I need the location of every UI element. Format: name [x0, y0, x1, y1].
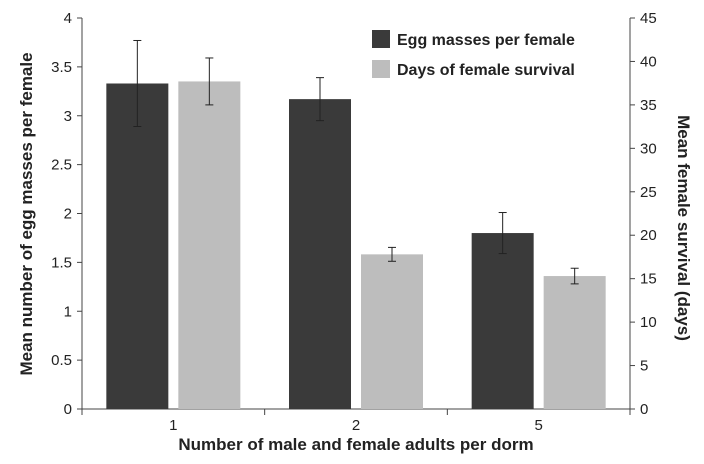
x-tick-label: 5 — [534, 417, 542, 434]
right-tick-label: 30 — [640, 140, 657, 157]
right-tick-label: 45 — [640, 10, 657, 27]
egg-masses-bar — [471, 233, 534, 409]
legend-swatch-female-survival — [372, 60, 390, 78]
left-y-axis-title: Mean number of egg masses per female — [17, 52, 36, 375]
egg-masses-bar — [289, 99, 351, 409]
left-tick-label: 1.5 — [51, 254, 72, 271]
right-tick-label: 40 — [640, 53, 657, 70]
right-y-axis-title: Mean female survival (days) — [674, 115, 693, 341]
right-tick-label: 10 — [640, 314, 657, 331]
left-tick-label: 0 — [64, 401, 72, 418]
right-axis-ticks: 0 5 10 15 20 25 30 35 40 45 — [630, 10, 657, 418]
x-tick-label: 2 — [352, 417, 360, 434]
bar-group — [106, 39, 606, 410]
legend-label-female-survival: Days of female survival — [397, 62, 575, 79]
survival-bar — [543, 276, 606, 409]
legend-swatch-egg-masses — [372, 30, 390, 48]
left-tick-label: 3.5 — [51, 59, 72, 76]
egg-masses-bar — [106, 83, 169, 410]
x-tick-label: 1 — [169, 417, 177, 434]
left-axis-ticks: 0 0.5 1 1.5 2 2.5 3 3.5 4 — [51, 10, 82, 418]
left-tick-label: 3 — [64, 108, 72, 125]
right-tick-label: 25 — [640, 184, 657, 201]
legend-label-egg-masses: Egg masses per female — [397, 32, 575, 49]
left-tick-label: 2 — [64, 206, 72, 223]
survival-bar — [178, 81, 241, 409]
right-tick-label: 15 — [640, 271, 657, 288]
left-tick-label: 2.5 — [51, 157, 72, 174]
right-tick-label: 5 — [640, 358, 648, 375]
left-tick-label: 4 — [64, 10, 72, 27]
right-tick-label: 35 — [640, 97, 657, 114]
right-tick-label: 0 — [640, 401, 648, 418]
left-tick-label: 0.5 — [51, 352, 72, 369]
legend: Egg masses per female Days of female sur… — [372, 30, 575, 79]
left-tick-label: 1 — [64, 303, 72, 320]
right-tick-label: 20 — [640, 227, 657, 244]
x-axis-ticks: 1 2 5 — [81, 409, 631, 434]
x-axis-title: Number of male and female adults per dor… — [178, 435, 533, 454]
survival-bar — [361, 254, 423, 409]
